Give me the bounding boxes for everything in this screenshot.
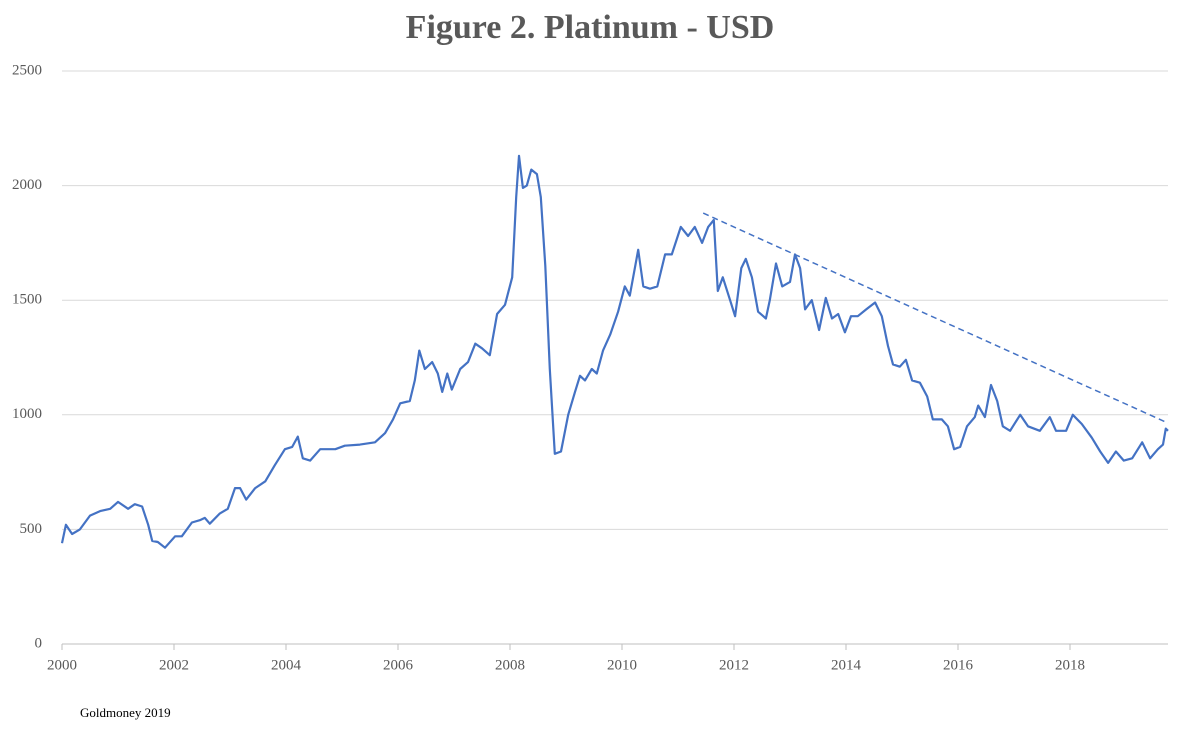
y-tick-label: 1500 xyxy=(12,292,42,308)
x-tick-label: 2012 xyxy=(719,657,749,673)
x-tick-label: 2016 xyxy=(943,657,974,673)
x-tick-label: 2006 xyxy=(383,657,414,673)
x-tick-label: 2004 xyxy=(271,657,302,673)
trend-line xyxy=(702,212,1169,424)
x-tick-label: 2002 xyxy=(159,657,189,673)
x-tick-label: 2018 xyxy=(1055,657,1085,673)
x-tick-label: 2000 xyxy=(47,657,77,673)
source-note: Goldmoney 2019 xyxy=(80,705,171,720)
x-tick-label: 2014 xyxy=(831,657,862,673)
y-tick-label: 2500 xyxy=(12,62,42,78)
x-tick-label: 2008 xyxy=(495,657,525,673)
y-tick-label: 1000 xyxy=(12,406,42,422)
y-tick-label: 2000 xyxy=(12,177,42,193)
x-tick-label: 2010 xyxy=(607,657,637,673)
chart-title: Figure 2. Platinum - USD xyxy=(406,9,775,46)
y-tick-label: 0 xyxy=(35,635,43,651)
y-tick-label: 500 xyxy=(20,521,43,537)
price-line xyxy=(60,154,1169,549)
